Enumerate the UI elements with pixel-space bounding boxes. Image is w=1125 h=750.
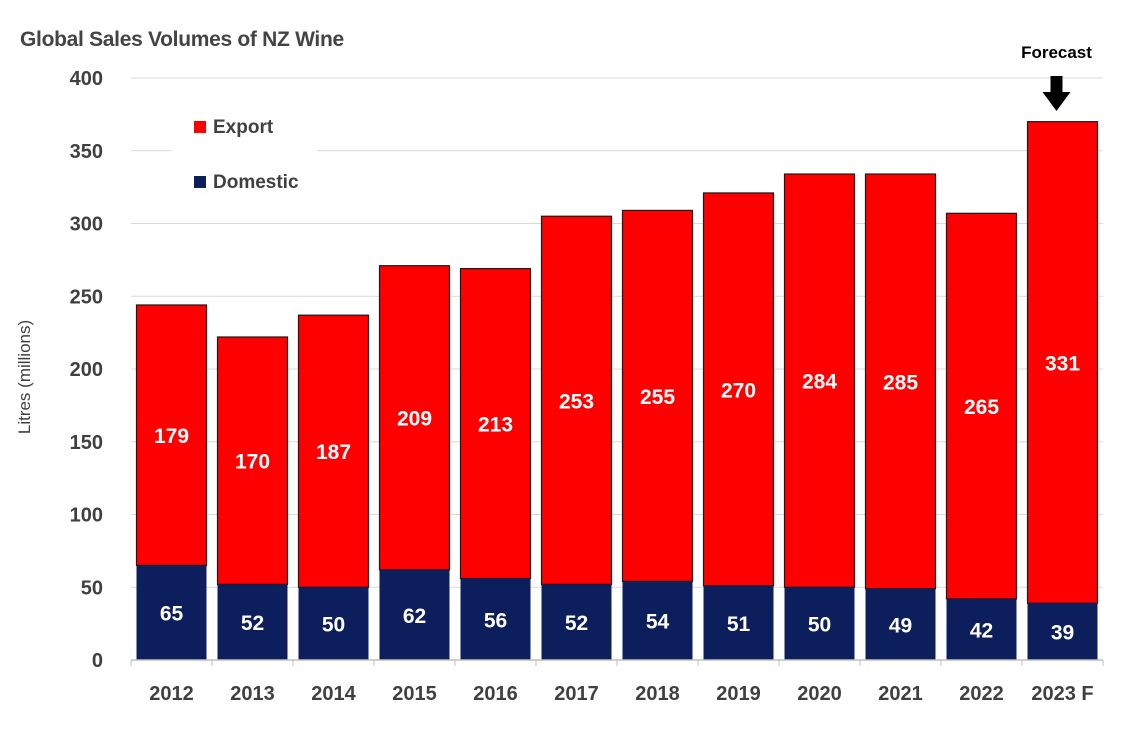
bar-domestic-2013: [217, 584, 288, 660]
data-label-domestic: 42: [970, 619, 993, 642]
y-tick-label: 350: [70, 141, 103, 163]
gridlines: [131, 77, 1103, 588]
x-tick-label: 2014: [311, 683, 356, 705]
y-tick-label: 150: [70, 432, 103, 454]
down-arrow-icon: [1042, 76, 1071, 111]
bar-export-2020: [783, 173, 856, 588]
y-tick-label: 100: [70, 505, 103, 527]
data-labels: 65 179 52 170 50 187 62 209 56 213 52 253 54 255 51 270…: [154, 352, 1080, 644]
bar-export-2023-F: [1026, 121, 1099, 604]
data-label-export: 265: [964, 396, 999, 419]
legend-swatch-domestic: [194, 176, 206, 188]
bar-domestic-2020: [784, 587, 855, 660]
legend: Export Domestic: [172, 105, 317, 202]
bar-export-2018: [621, 209, 694, 583]
bar-domestic-2015: [379, 569, 450, 660]
data-label-export: 187: [316, 441, 351, 464]
x-tick-label: 2015: [392, 683, 437, 705]
data-label-domestic: 50: [808, 614, 831, 637]
data-label-export: 270: [721, 379, 756, 402]
data-label-domestic: 39: [1051, 622, 1074, 645]
data-label-export: 209: [397, 408, 432, 431]
x-tick-label: 2023 F: [1031, 683, 1093, 705]
data-label-domestic: 52: [565, 612, 588, 635]
y-tick-label: 300: [70, 214, 103, 236]
bar-domestic-2022: [946, 598, 1017, 660]
forecast-label: Forecast: [1021, 43, 1092, 62]
bar-export-2016: [459, 268, 532, 580]
data-label-domestic: 54: [646, 611, 670, 634]
bar-domestic-2023-F: [1027, 603, 1098, 660]
chart-title: Global Sales Volumes of NZ Wine: [20, 28, 344, 51]
x-tick-label: 2021: [878, 683, 923, 705]
data-label-export: 213: [478, 414, 513, 437]
legend-label-export: Export: [213, 117, 274, 138]
y-tick-label: 200: [70, 359, 103, 381]
x-tick-label: 2020: [797, 683, 842, 705]
bar-export-2021: [864, 173, 937, 590]
y-tick-label: 250: [70, 286, 103, 308]
data-label-export: 255: [640, 386, 675, 409]
x-tick-label: 2017: [554, 683, 599, 705]
data-label-domestic: 50: [322, 614, 345, 637]
bar-export-2013: [216, 336, 289, 585]
data-label-export: 285: [883, 371, 918, 394]
data-label-domestic: 51: [727, 613, 751, 636]
x-tick-label: 2012: [149, 683, 194, 705]
legend-swatch-export: [194, 121, 206, 133]
data-label-export: 331: [1045, 352, 1080, 375]
bars: [135, 121, 1099, 660]
bar-domestic-2019: [703, 585, 774, 660]
x-tick-label: 2016: [473, 683, 518, 705]
x-tick-label: 2022: [959, 683, 1004, 705]
bar-export-2022: [945, 212, 1018, 600]
x-tick-label: 2019: [716, 683, 761, 705]
y-tick-label: 0: [92, 650, 103, 672]
bar-export-2019: [702, 192, 775, 587]
data-label-export: 284: [802, 371, 837, 394]
x-tick-label: 2013: [230, 683, 275, 705]
data-label-domestic: 62: [403, 605, 426, 628]
y-tick-label: 400: [70, 68, 103, 90]
data-label-export: 170: [235, 451, 270, 474]
bar-domestic-2016: [460, 578, 531, 660]
bar-export-2014: [297, 314, 370, 588]
legend-label-domestic: Domestic: [213, 172, 299, 193]
forecast-annotation: Forecast: [1021, 43, 1092, 111]
bar-export-2017: [540, 215, 613, 585]
data-label-domestic: 56: [484, 609, 507, 632]
data-label-domestic: 65: [160, 603, 184, 626]
bar-domestic-2014: [298, 587, 369, 660]
axes: 0 50 100 150 200 250 300 350 400 2012 2013 2014 2015…: [70, 68, 1104, 705]
y-tick-label: 50: [81, 577, 103, 599]
bar-domestic-2018: [622, 581, 693, 660]
data-label-export: 179: [154, 425, 189, 448]
bar-domestic-2017: [541, 584, 612, 660]
data-label-export: 253: [559, 390, 594, 413]
data-label-domestic: 52: [241, 612, 264, 635]
y-axis-label: Litres (millions): [15, 320, 34, 434]
bar-domestic-2012: [136, 565, 207, 660]
bar-export-2015: [378, 265, 451, 571]
data-label-domestic: 49: [889, 614, 912, 637]
x-tick-label: 2018: [635, 683, 680, 705]
bar-domestic-2021: [865, 588, 936, 660]
